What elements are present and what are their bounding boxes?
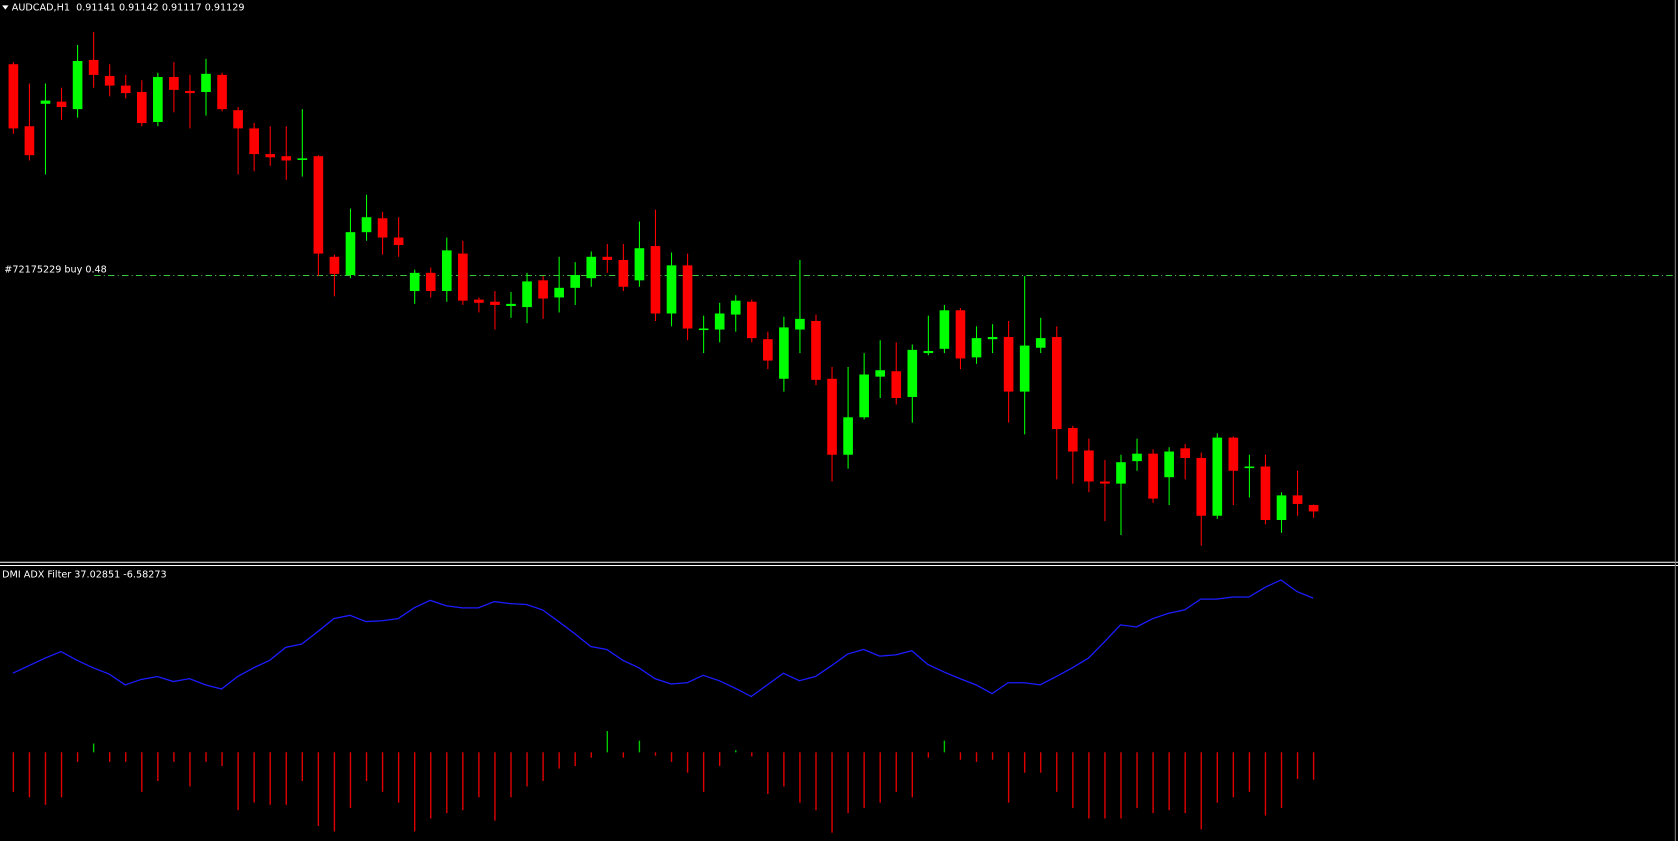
candle-body xyxy=(682,265,693,329)
candle-body xyxy=(1116,462,1126,484)
candle-body xyxy=(1003,337,1014,392)
candle-body xyxy=(441,250,452,292)
candle-body xyxy=(891,371,902,399)
candle-body xyxy=(714,313,725,330)
candle-body xyxy=(602,256,613,261)
candle-body xyxy=(1164,451,1174,478)
candle-body xyxy=(1244,466,1255,469)
menu-arrow[interactable] xyxy=(2,5,9,10)
candle-body xyxy=(634,248,645,281)
candle-body xyxy=(923,350,934,354)
candle-body xyxy=(666,265,677,314)
candle-body xyxy=(1212,437,1223,516)
candle-body xyxy=(554,287,564,298)
indicator-panel xyxy=(12,579,1315,833)
candle-body xyxy=(827,378,837,455)
chart-header: AUDCAD,H1 0.91141 0.91142 0.91117 0.9112… xyxy=(12,2,245,13)
candle-body xyxy=(1148,453,1158,499)
candle-body xyxy=(506,303,516,307)
candle-body xyxy=(522,281,532,308)
candle-body xyxy=(409,272,420,292)
candle-body xyxy=(345,232,356,275)
candle-body xyxy=(1260,466,1271,521)
candle-body xyxy=(987,337,998,340)
candle-body xyxy=(1100,481,1110,484)
candle-body xyxy=(201,73,211,93)
indicator-name: DMI ADX Filter xyxy=(2,570,71,581)
candle-body xyxy=(169,77,179,90)
candle-body xyxy=(265,154,276,158)
candle-body xyxy=(458,253,468,301)
candle-body xyxy=(955,310,966,359)
candle-body xyxy=(1228,437,1239,471)
candle-body xyxy=(249,128,259,155)
candle-body xyxy=(811,320,821,380)
price-panel: #72175229 buy 0.48 xyxy=(4,32,1675,546)
hist-last: -6.58273 xyxy=(123,570,166,581)
candle-body xyxy=(1180,448,1191,458)
candle-body xyxy=(618,260,629,287)
symbol: AUDCAD,H1 xyxy=(12,2,70,13)
candle-body xyxy=(377,218,388,238)
candle-body xyxy=(843,417,853,455)
candle-body xyxy=(297,158,308,160)
candle-body xyxy=(120,85,131,94)
candle-body xyxy=(361,217,372,233)
indicator-header: DMI ADX Filter 37.02851 -6.58273 xyxy=(2,570,166,581)
candle-body xyxy=(1196,457,1207,516)
candle-body xyxy=(88,59,99,75)
candle-body xyxy=(8,64,19,129)
candle-body xyxy=(329,256,340,274)
candle-body xyxy=(474,299,484,303)
candle-body xyxy=(281,156,292,161)
candle-body xyxy=(1292,495,1303,504)
candle-body xyxy=(586,256,597,279)
candle-body xyxy=(104,75,115,86)
candle-body xyxy=(875,370,886,377)
line-last: 37.02851 xyxy=(74,570,120,581)
adx-line xyxy=(12,579,1314,698)
candle-body xyxy=(907,349,918,397)
candle-body xyxy=(650,246,661,314)
candle-body xyxy=(1051,337,1062,430)
candle-body xyxy=(24,126,35,156)
candle-body xyxy=(730,300,741,315)
candle-body xyxy=(72,60,83,110)
last-open: 0.91141 xyxy=(76,2,116,13)
candle-body xyxy=(1132,453,1142,462)
candle-body xyxy=(1084,450,1094,482)
candle-body xyxy=(393,237,404,246)
candle-body xyxy=(185,90,195,94)
last-high: 0.91142 xyxy=(119,2,159,13)
candle-body xyxy=(153,77,163,122)
candle-body xyxy=(1308,505,1319,512)
candle-body xyxy=(939,310,950,349)
candle-body xyxy=(233,110,243,129)
candle-body xyxy=(1276,495,1287,521)
candle-body xyxy=(538,280,548,299)
candle-body xyxy=(425,272,436,292)
candle-body xyxy=(746,301,757,339)
candle-body xyxy=(40,100,51,104)
candle-body xyxy=(1019,345,1030,392)
candle-body xyxy=(763,339,773,361)
candle-body xyxy=(313,156,324,254)
candle-body xyxy=(136,92,147,124)
order-label: #72175229 buy 0.48 xyxy=(4,265,107,276)
candle-body xyxy=(779,327,789,379)
last-close: 0.91129 xyxy=(205,2,245,13)
candle-body xyxy=(795,318,805,330)
candle-body xyxy=(1035,338,1046,348)
candle-body xyxy=(217,74,227,110)
candle-body xyxy=(971,338,982,358)
candle-body xyxy=(490,301,500,305)
candle-body xyxy=(570,274,581,288)
candle-body xyxy=(56,101,67,107)
candle-body xyxy=(1068,427,1078,452)
candle-body xyxy=(859,374,869,418)
candle-body xyxy=(698,328,709,331)
last-low: 0.91117 xyxy=(162,2,202,13)
